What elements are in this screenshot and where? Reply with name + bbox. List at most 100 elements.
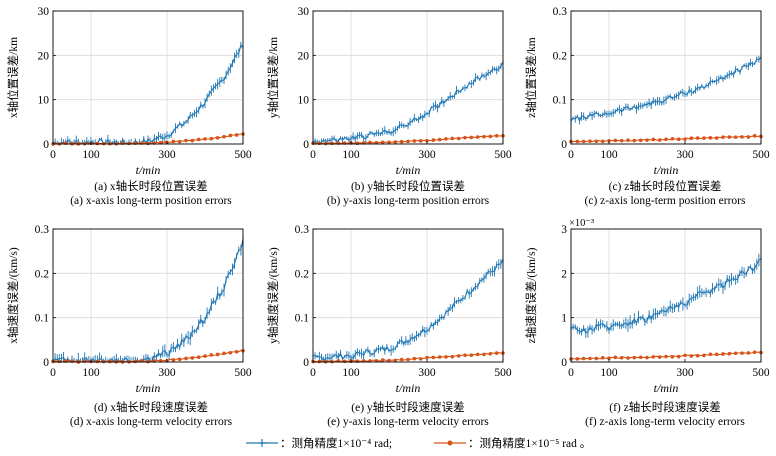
xtick-label-c-2: 300: [676, 149, 694, 161]
point-b-54: [425, 138, 429, 143]
series-b-1-line: [312, 61, 504, 144]
point-a-84: [228, 133, 233, 138]
point-a-39: [133, 141, 138, 146]
point-f-66: [708, 352, 713, 357]
point-f-6: [581, 356, 586, 361]
point-f-3: [575, 357, 580, 361]
point-f-51: [676, 354, 681, 359]
plot-frame-f: [570, 228, 762, 363]
series-a-1-line: [52, 43, 244, 145]
point-a-75: [209, 136, 214, 141]
point-c-60: [695, 136, 700, 140]
point-f-54: [683, 353, 687, 358]
ylabel-d: x轴速度误差/(km/s): [6, 247, 20, 344]
point-b-72: [463, 135, 467, 140]
point-d-84: [228, 351, 233, 355]
point-e-72: [463, 353, 467, 358]
point-f-9: [588, 356, 592, 361]
point-c-12: [594, 139, 599, 144]
point-c-54: [683, 137, 687, 141]
ytick-label-d-1: 0.1: [35, 313, 50, 325]
ytick-label-d-3: 0.3: [35, 224, 50, 236]
xlabel-b: t/min: [396, 163, 421, 177]
caption-e-en: (e) y-axis long-term velocity errors: [327, 416, 489, 428]
point-e-21: [355, 359, 360, 363]
point-d-21: [95, 359, 100, 364]
point-c-57: [689, 136, 694, 141]
point-b-9: [330, 141, 334, 146]
point-e-81: [482, 352, 486, 357]
point-c-51: [676, 137, 681, 142]
point-e-33: [380, 358, 385, 362]
point-a-69: [196, 137, 201, 142]
xtick-label-a-3: 500: [234, 149, 252, 161]
point-e-54: [425, 355, 429, 360]
caption-b-cn: (b) y轴长时段位置误差: [350, 181, 466, 193]
point-e-45: [406, 357, 410, 362]
point-c-69: [714, 136, 719, 140]
point-b-84: [488, 134, 493, 139]
series-d-1-line: [52, 238, 244, 364]
xtick-label-a-2: 300: [158, 149, 176, 161]
point-e-75: [469, 353, 474, 358]
point-e-60: [437, 355, 442, 359]
xtick-label-a-1: 100: [82, 149, 100, 161]
ytick-label-a-2: 20: [38, 50, 50, 62]
point-c-9: [588, 139, 592, 143]
point-e-87: [494, 351, 499, 355]
xtick-label-b-3: 500: [494, 149, 512, 161]
xtick-label-b-0: 0: [310, 149, 316, 161]
xtick-label-b-1: 100: [342, 149, 360, 161]
point-b-48: [412, 139, 417, 143]
point-a-6: [63, 141, 68, 145]
xtick-label-e-2: 300: [418, 367, 436, 379]
point-b-66: [450, 136, 455, 141]
point-f-18: [607, 356, 611, 361]
caption-d: (d) x轴长时段速度误差 (d) x-axis long-term veloc…: [31, 401, 271, 429]
ytick-label-c-2: 0.2: [553, 50, 568, 62]
point-c-3: [575, 139, 580, 144]
xlabel-a: t/min: [136, 163, 161, 177]
ytick-label-e-0: 0: [303, 357, 309, 369]
point-f-15: [600, 355, 605, 360]
point-e-66: [450, 354, 455, 359]
point-e-48: [412, 356, 417, 361]
point-a-63: [184, 138, 188, 143]
ylabel-b: y轴位置误差/km: [266, 37, 280, 118]
point-e-78: [475, 352, 480, 357]
point-c-27: [626, 138, 630, 142]
point-f-30: [632, 355, 637, 360]
point-c-24: [619, 138, 624, 143]
point-e-57: [431, 355, 436, 360]
point-c-45: [664, 137, 668, 142]
point-a-33: [120, 141, 125, 146]
plot-frame-a: [52, 10, 244, 145]
point-c-87: [752, 134, 757, 138]
point-c-21: [613, 138, 618, 143]
point-d-87: [234, 349, 239, 354]
point-c-39: [651, 137, 656, 142]
point-d-75: [209, 353, 214, 357]
caption-b-en: (b) y-axis long-term position errors: [326, 195, 490, 207]
point-d-15: [82, 359, 87, 364]
ytick-label-d-2: 0.2: [35, 268, 50, 280]
series-f-1-line: [570, 258, 762, 334]
point-c-72: [721, 135, 725, 139]
xtick-label-e-0: 0: [310, 367, 316, 379]
point-b-3: [317, 141, 322, 146]
point-f-72: [721, 352, 725, 356]
point-c-63: [702, 136, 706, 140]
point-d-27: [108, 359, 112, 364]
xlabel-d: t/min: [136, 381, 161, 395]
point-d-72: [203, 354, 207, 358]
xtick-label-c-1: 100: [600, 149, 618, 161]
point-a-60: [177, 139, 182, 144]
caption-f-cn: (f) z轴长时段速度误差: [609, 402, 721, 414]
point-b-69: [456, 136, 461, 141]
point-f-57: [689, 354, 694, 358]
ytick-label-a-0: 0: [43, 139, 49, 151]
xtick-label-a-0: 0: [50, 149, 56, 161]
point-f-45: [664, 354, 668, 359]
ytick-label-c-3: 0.3: [553, 6, 568, 18]
